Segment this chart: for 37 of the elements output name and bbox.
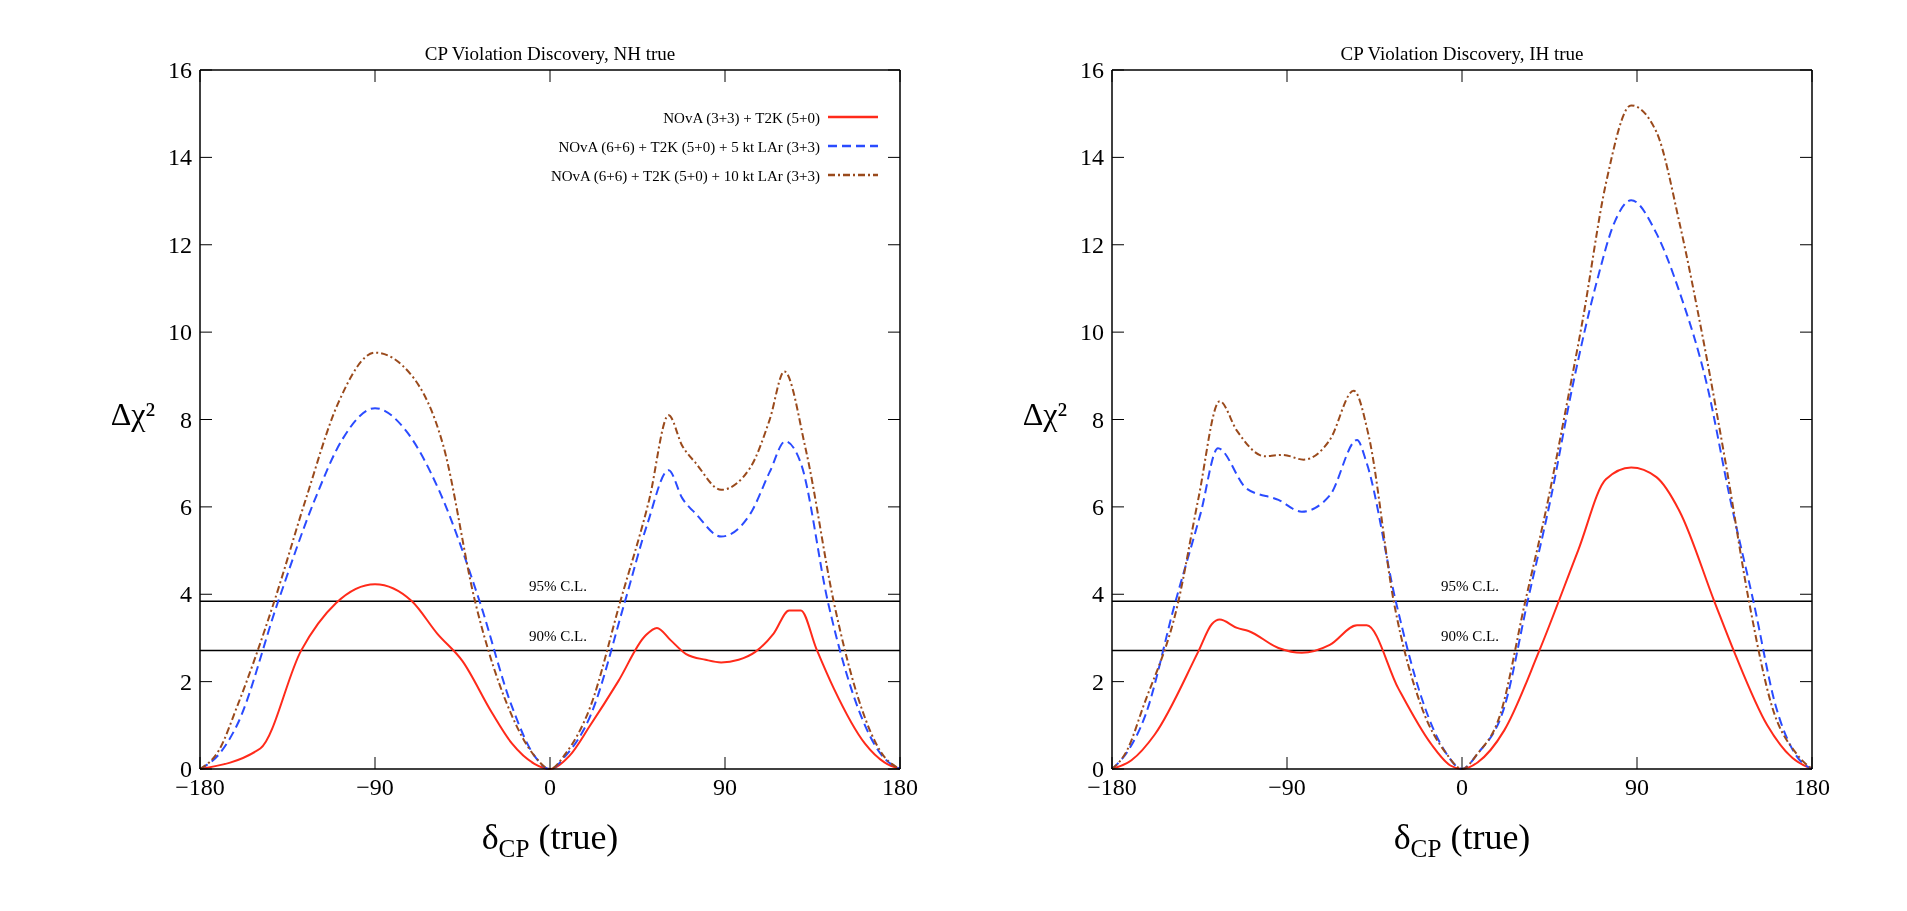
y-tick-label: 16 <box>1080 57 1104 83</box>
legend-label: NOvA (6+6) + T2K (5+0) + 10 kt LAr (3+3) <box>550 168 820 185</box>
legend-label: NOvA (3+3) + T2K (5+0) <box>663 110 820 127</box>
x-axis-title: δ$_{CP}$ (true) <box>1393 817 1531 862</box>
x-tick-label: 0 <box>544 774 556 800</box>
y-tick-label: 14 <box>1080 144 1104 171</box>
x-tick-label: 0 <box>1456 774 1468 800</box>
x-tick-label: 90 <box>1625 774 1649 800</box>
x-tick-label: 90 <box>713 774 737 800</box>
chart-title: CP Violation Discovery, NH true <box>424 43 676 64</box>
x-tick-label: −90 <box>356 774 394 800</box>
y-tick-label: 2 <box>180 668 192 695</box>
chart-title: CP Violation Discovery, IH true <box>1340 43 1584 64</box>
y-tick-label: 6 <box>180 493 192 520</box>
y-tick-label: 16 <box>168 57 192 83</box>
x-tick-label: 180 <box>882 774 918 800</box>
y-tick-label: 8 <box>180 406 192 433</box>
ref-line-label: 90% C.L. <box>529 627 587 644</box>
y-tick-label: 12 <box>1080 231 1104 258</box>
y-tick-label: 2 <box>1092 668 1104 695</box>
y-tick-label: 4 <box>180 581 192 608</box>
y-tick-label: 14 <box>168 144 192 171</box>
y-tick-label: 12 <box>168 231 192 258</box>
ref-line-label: 95% C.L. <box>529 578 587 595</box>
ref-line-label: 90% C.L. <box>1441 627 1499 644</box>
y-tick-label: 10 <box>1080 319 1104 346</box>
y-axis-title: Δχ² <box>110 395 155 432</box>
y-tick-label: 10 <box>168 319 192 346</box>
y-tick-label: 6 <box>1092 493 1104 520</box>
legend-label: NOvA (6+6) + T2K (5+0) + 5 kt LAr (3+3) <box>558 139 820 156</box>
x-tick-label: 180 <box>1794 774 1830 800</box>
y-tick-label: 4 <box>1092 581 1104 608</box>
y-tick-label: 8 <box>1092 406 1104 433</box>
ref-line-label: 95% C.L. <box>1441 578 1499 595</box>
x-axis-title: δ$_{CP}$ (true) <box>481 817 619 862</box>
y-axis-title: Δχ² <box>1022 395 1067 432</box>
x-tick-label: −90 <box>1268 774 1306 800</box>
